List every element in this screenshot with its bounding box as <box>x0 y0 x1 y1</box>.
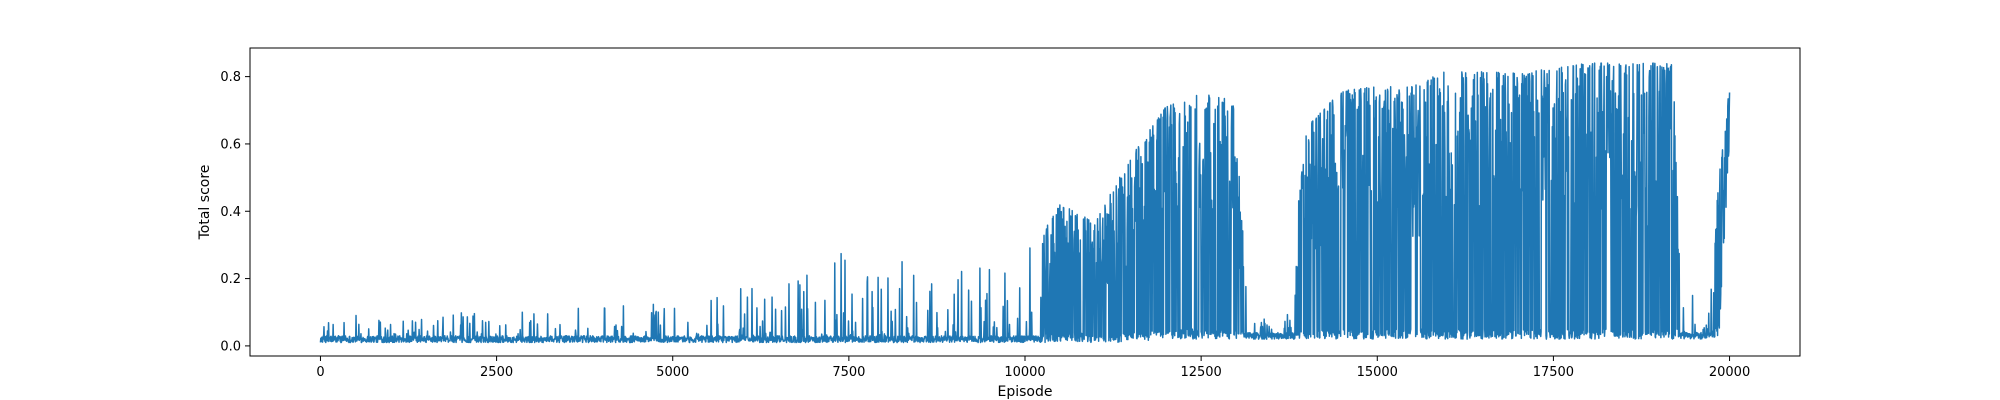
y-tick-label: 0.6 <box>220 137 241 152</box>
y-axis-ticks: 0.0 0.2 0.4 0.6 0.8 <box>220 70 250 354</box>
x-tick-label: 0 <box>316 365 324 380</box>
x-tick-label: 2500 <box>480 365 513 380</box>
y-tick-label: 0.4 <box>220 205 241 220</box>
plot-area <box>319 62 1731 344</box>
y-tick-label: 0.8 <box>220 70 241 85</box>
x-tick-label: 15000 <box>1357 365 1398 380</box>
x-tick-label: 17500 <box>1533 365 1574 380</box>
x-tick-label: 12500 <box>1180 365 1221 380</box>
x-axis-ticks: 0 2500 5000 7500 10000 12500 15000 17500 20000 <box>316 356 1750 380</box>
x-axis-label: Episode <box>998 384 1053 400</box>
x-tick-label: 10000 <box>1004 365 1045 380</box>
y-axis-label: Total score <box>197 165 213 241</box>
series-line <box>319 62 1731 344</box>
y-tick-label: 0.2 <box>220 272 241 287</box>
x-tick-label: 5000 <box>656 365 689 380</box>
y-tick-label: 0.0 <box>220 339 241 354</box>
x-tick-label: 20000 <box>1709 365 1750 380</box>
x-tick-label: 7500 <box>832 365 865 380</box>
